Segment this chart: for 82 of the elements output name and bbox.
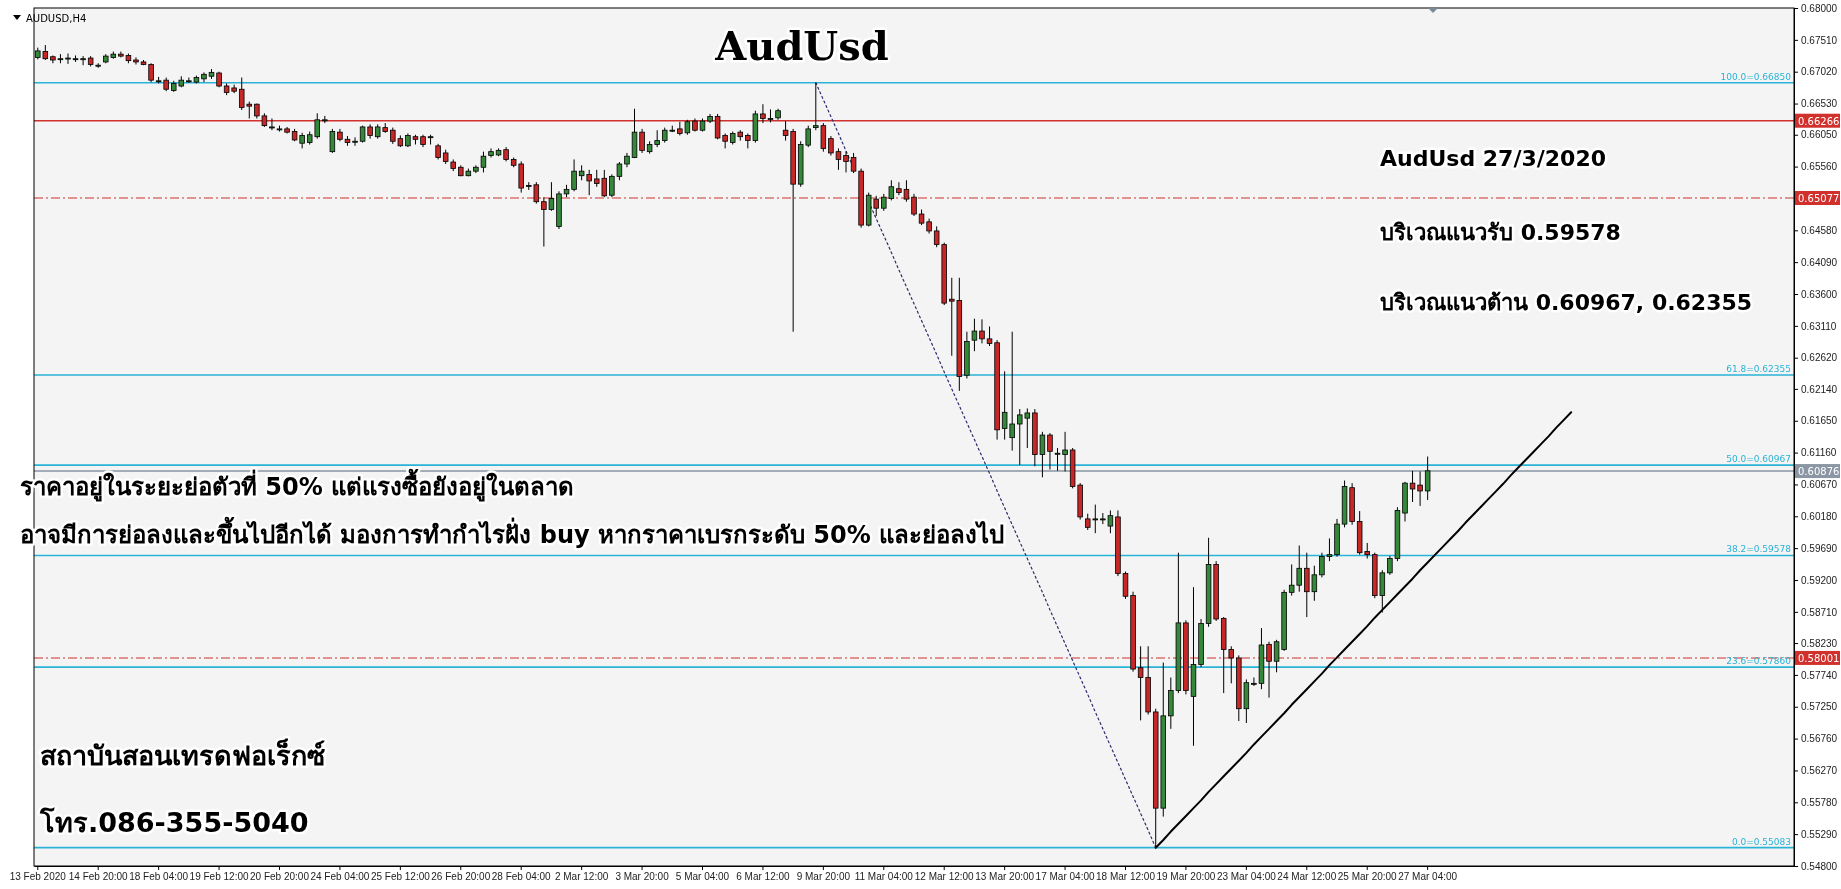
ref-line-label: 0.0=0.55083 [1731, 836, 1791, 847]
x-tick-label: 11 Mar 04:00 [854, 871, 914, 883]
y-tick-label: 0.55290 [1801, 828, 1838, 840]
x-tick-label: 6 Mar 12:00 [736, 871, 791, 883]
candlestick [971, 318, 978, 352]
candlestick [1122, 571, 1129, 600]
y-tick-label: 0.59200 [1801, 574, 1838, 586]
y-tick-label: 0.66050 [1801, 129, 1838, 141]
x-tick-label: 25 Feb 12:00 [370, 871, 431, 883]
y-tick-label: 0.58710 [1801, 606, 1838, 618]
x-tick-label: 26 Feb 20:00 [431, 871, 491, 883]
y-tick-label: 0.68000 [1801, 2, 1838, 14]
x-tick-label: 13 Mar 20:00 [975, 871, 1035, 883]
ref-line-label: 61.8=0.62355 [1726, 363, 1791, 374]
y-tick-label: 0.67510 [1801, 34, 1838, 46]
annotation: โทร.086-355-5040 [39, 806, 309, 838]
ref-line-label: 23.6=0.57860 [1726, 656, 1792, 667]
annotation: AudUsd 27/3/2020 [1380, 146, 1607, 171]
candlestick [979, 318, 985, 344]
candlestick [269, 118, 275, 131]
y-tick-label: 0.62140 [1801, 383, 1838, 395]
ref-line-label: 0.65077 [1798, 192, 1840, 204]
y-tick-label: 0.64580 [1801, 225, 1838, 236]
x-tick-label: 17 Mar 04:00 [1035, 871, 1095, 883]
y-tick-label: 0.62620 [1801, 352, 1838, 364]
candlestick [329, 128, 336, 154]
y-tick-label: 0.67020 [1801, 66, 1838, 78]
candlestick [1047, 432, 1053, 470]
ref-line-label: 100.0=0.66850 [1720, 71, 1792, 82]
y-tick-label: 0.61650 [1801, 415, 1838, 427]
y-tick-label: 0.60670 [1801, 479, 1838, 491]
x-tick-label: 24 Feb 04:00 [310, 871, 370, 883]
x-tick-label: 2 Mar 12:00 [554, 871, 609, 883]
y-tick-label: 0.56760 [1801, 733, 1838, 745]
ref-line-label: 0.58001 [1798, 652, 1840, 664]
x-tick-label: 5 Mar 04:00 [675, 871, 730, 883]
chart-title: AudUsd [714, 22, 889, 69]
candlestick [843, 151, 849, 173]
x-tick-label: 27 Mar 04:00 [1398, 871, 1458, 883]
y-tick-label: 0.63110 [1801, 320, 1837, 332]
annotation: AUDUSD,H4 [26, 13, 87, 24]
y-tick-label: 0.60180 [1801, 511, 1838, 522]
x-tick-label: 25 Mar 20:00 [1337, 871, 1398, 883]
y-tick-label: 0.57250 [1801, 701, 1838, 713]
candlestick [133, 56, 139, 66]
ref-line-label: 0.66266 [1798, 115, 1840, 127]
annotation: สถาบันสอนเทรดฟอเร็กซ์ [40, 738, 325, 771]
y-tick-label: 0.63600 [1801, 288, 1838, 300]
x-tick-label: 14 Feb 20:00 [68, 871, 129, 883]
x-tick-label: 19 Mar 20:00 [1156, 871, 1216, 883]
y-tick-label: 0.65560 [1801, 161, 1838, 173]
x-tick-label: 9 Mar 20:00 [796, 871, 851, 883]
annotation: บริเวณแนวต้าน 0.60967, 0.62355 [1380, 290, 1753, 315]
x-tick-label: 13 Feb 2020 [9, 871, 67, 883]
x-tick-label: 28 Feb 04:00 [491, 871, 552, 883]
x-tick-label: 24 Mar 12:00 [1277, 871, 1337, 883]
x-tick-label: 18 Feb 04:00 [129, 871, 189, 883]
annotation: อาจมีการย่อลงและขึ้นไปอีกได้ มองการทำกำไรฝั่ง buy หากราคาเบรกระดับ 50% และย่อลงไป [20, 516, 1005, 549]
y-tick-label: 0.58230 [1801, 637, 1838, 649]
annotation: ราคาอยู่ในระยะย่อตัวที่ 50% แต่แรงซื้อยังอยู่ในตลาด [20, 468, 575, 502]
x-tick-label: 19 Feb 12:00 [189, 871, 249, 883]
candlestick [488, 147, 494, 158]
ref-line-label: 50.0=0.60967 [1726, 454, 1791, 465]
y-tick-label: 0.64090 [1801, 256, 1838, 268]
x-tick-label: 23 Mar 04:00 [1216, 871, 1277, 883]
ref-line-label: 38.2=0.59578 [1726, 544, 1792, 555]
annotation: บริเวณแนวรับ 0.59578 [1380, 220, 1621, 245]
x-tick-label: 3 Mar 20:00 [615, 871, 670, 883]
y-tick-label: 0.61160 [1801, 447, 1837, 459]
y-tick-label: 0.66530 [1801, 98, 1838, 110]
ref-line-label: 0.60876 [1798, 466, 1840, 478]
candlestick [65, 53, 71, 65]
y-tick-label: 0.59690 [1801, 542, 1838, 554]
y-tick-label: 0.56270 [1801, 765, 1838, 777]
candlestick [1424, 456, 1431, 501]
y-tick-label: 0.55780 [1801, 797, 1838, 808]
y-tick-label: 0.57740 [1801, 669, 1838, 681]
x-tick-label: 12 Mar 12:00 [914, 871, 975, 883]
x-tick-label: 18 Mar 12:00 [1096, 871, 1156, 883]
y-tick-label: 0.54800 [1801, 860, 1838, 872]
candlestick [352, 136, 358, 147]
x-tick-label: 20 Feb 20:00 [250, 871, 310, 883]
